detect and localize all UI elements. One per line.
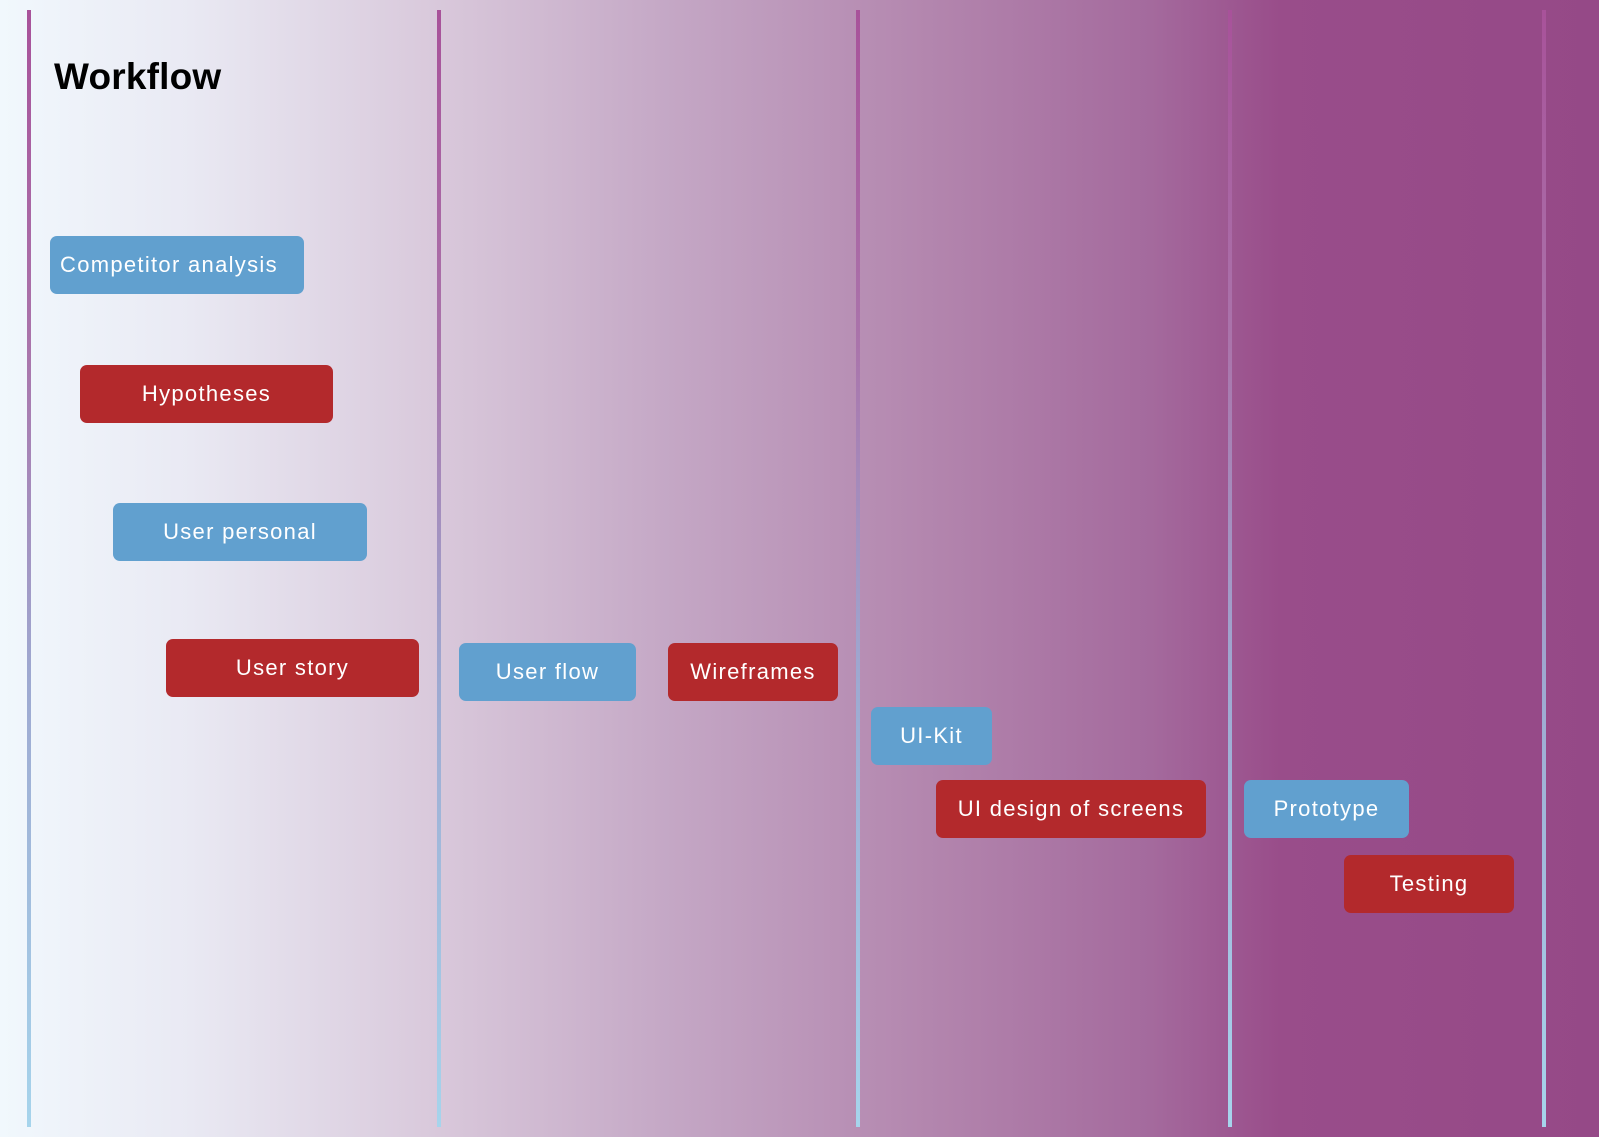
task-ui-design-of-screens[interactable]: UI design of screens [936,780,1206,838]
phase-divider-4 [1228,10,1232,1127]
phase-divider-2 [437,10,441,1127]
task-testing[interactable]: Testing [1344,855,1514,913]
task-competitor-analysis[interactable]: Competitor analysis [50,236,304,294]
task-user-story[interactable]: User story [166,639,419,697]
task-prototype[interactable]: Prototype [1244,780,1409,838]
task-user-flow[interactable]: User flow [459,643,636,701]
task-hypotheses[interactable]: Hypotheses [80,365,333,423]
phase-divider-3 [856,10,860,1127]
task-ui-kit[interactable]: UI-Kit [871,707,992,765]
task-user-personal[interactable]: User personal [113,503,367,561]
task-wireframes[interactable]: Wireframes [668,643,838,701]
page-title: Workflow [54,56,222,97]
phase-divider-5 [1542,10,1546,1127]
phase-divider-1 [27,10,31,1127]
